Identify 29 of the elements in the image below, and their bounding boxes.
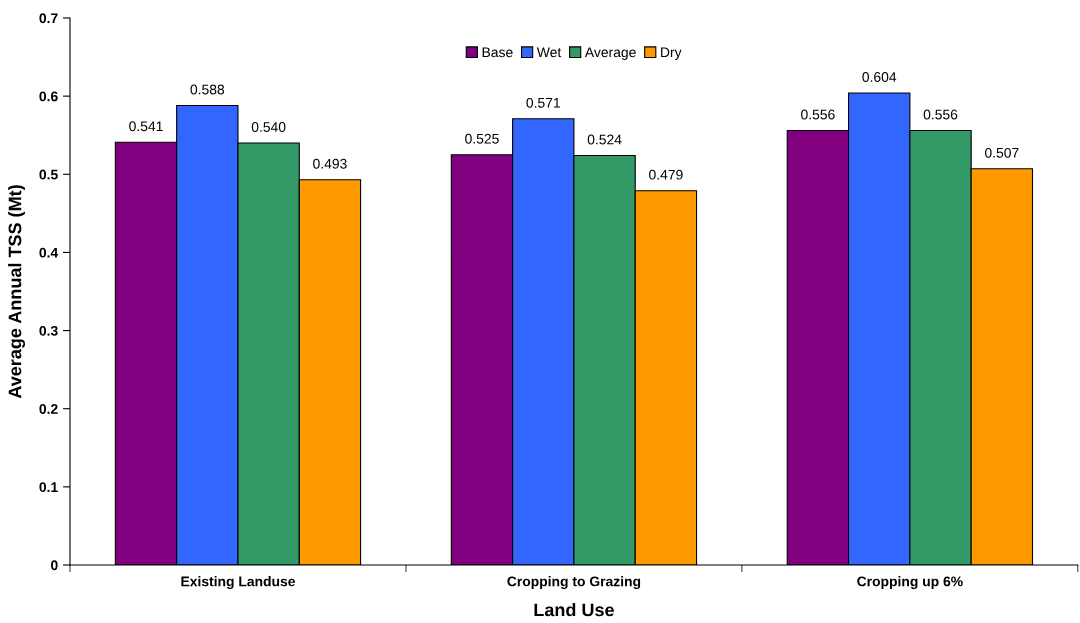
data-label: 0.588	[190, 84, 225, 95]
legend-label: Average	[584, 47, 636, 60]
data-label: 0.604	[862, 72, 897, 82]
data-label: 0.507	[985, 147, 1019, 158]
y-axis-title: Average Annual TSS (Mt)	[8, 185, 25, 399]
legend-label: Base	[482, 47, 513, 58]
data-label: 0.540	[251, 122, 286, 132]
y-tick-label: 0.1	[39, 482, 58, 493]
data-label: 0.571	[526, 97, 560, 108]
data-label: 0.524	[587, 134, 622, 145]
x-tick-label: Cropping up 6%	[857, 576, 963, 590]
legend-label: Dry	[661, 47, 682, 60]
y-tick-label: 0	[51, 560, 58, 571]
data-label: 0.556	[923, 109, 958, 120]
data-label: 0.541	[129, 121, 163, 132]
data-label: 0.479	[649, 169, 683, 180]
x-tick-label: Cropping to Grazing	[507, 576, 641, 590]
y-tick-label: 0.2	[39, 404, 58, 414]
y-tick-label: 0.3	[39, 325, 58, 336]
x-tick-label: Existing Landuse	[181, 576, 295, 590]
data-label: 0.493	[313, 158, 347, 169]
legend-label: Wet	[536, 47, 562, 58]
x-axis-title: Land Use	[534, 603, 614, 617]
data-label: 0.525	[465, 133, 499, 144]
y-tick-label: 0.7	[39, 13, 58, 24]
y-tick-label: 0.5	[39, 169, 58, 180]
y-tick-label: 0.6	[39, 91, 58, 102]
data-label: 0.556	[801, 109, 835, 120]
y-tick-label: 0.4	[39, 247, 59, 258]
